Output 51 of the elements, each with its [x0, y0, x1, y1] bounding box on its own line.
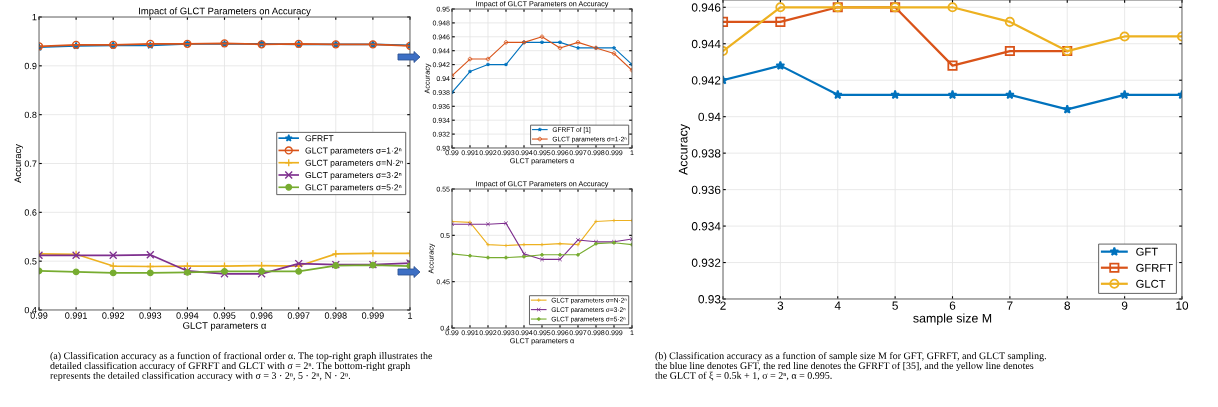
- x-tick-label: 10: [1176, 301, 1189, 310]
- x-tick-label: 0.994: [176, 312, 199, 319]
- y-tick-label: 0.944: [691, 39, 721, 49]
- x-tick-label: 0.993: [139, 312, 162, 319]
- y-tick-label: 0.934: [691, 222, 721, 231]
- x-tick-label: 3: [777, 301, 784, 310]
- y-tick-label: 0.9: [24, 62, 37, 70]
- x-tick-label: 2: [720, 301, 726, 310]
- legend-label: GLCT parameters σ=3·2ⁿ: [305, 172, 402, 180]
- x-tick-label: 0.995: [213, 312, 236, 319]
- x-tick-label: 8: [1064, 301, 1071, 310]
- y-tick-label: 0.946: [691, 3, 721, 12]
- legend-label: GLCT parameters σ=N·2ⁿ: [305, 159, 403, 168]
- y-tick-label: 0.932: [691, 258, 721, 267]
- y-tick-label: 0.94: [698, 112, 721, 122]
- x-tick-label: 9: [1121, 301, 1128, 310]
- x-tick-label: 0.999: [361, 312, 384, 319]
- legend-label: GLCT parameters σ=1·2ⁿ: [305, 147, 402, 156]
- y-tick-label: 0.7: [24, 160, 37, 167]
- y-tick-label: 0.93: [698, 295, 721, 304]
- legend-label: GFRFT: [305, 135, 334, 142]
- legend-label: GFRFT: [1136, 263, 1173, 272]
- y-tick-label: 0.6: [24, 209, 37, 216]
- x-axis-title: sample size M: [913, 313, 992, 326]
- legend-label: GFT: [1136, 247, 1158, 256]
- y-tick-label: 0.942: [691, 76, 721, 85]
- x-axis-title: GLCT parameters α: [183, 322, 267, 331]
- y-axis-title: Accuracy: [14, 144, 23, 183]
- y-tick-label: 0.8: [24, 111, 37, 119]
- legend-label: GLCT parameters σ=5·2ⁿ: [305, 184, 402, 193]
- x-tick-label: 0.997: [287, 312, 310, 319]
- y-tick-label: 1: [32, 14, 37, 21]
- x-tick-label: 7: [1007, 301, 1013, 310]
- y-tick-label: 0.5: [24, 258, 37, 265]
- y-tick-label: 0.936: [691, 185, 721, 194]
- chart-title: Impact of GLCT Parameters on Accuracy: [139, 7, 311, 17]
- x-tick-label: 0.99: [30, 312, 48, 319]
- x-tick-label: 1: [408, 312, 413, 319]
- x-tick-label: 0.991: [65, 312, 87, 319]
- x-tick-label: 0.998: [324, 312, 347, 319]
- x-tick-label: 6: [949, 301, 956, 310]
- y-axis-title: Accuracy: [678, 124, 690, 175]
- text: (b) Classification accuracy as a function of sample size M for GFT, GFRFT, and GLCT sampling. the blue line denotes GFT, the red line denotes the GFRFT of [35], and the yellow line denotes the GLCT of ξ = 0.5k + 1, σ = 2ⁿ, α = 0.995.: [655, 352, 1046, 381]
- x-tick-label: 4: [834, 301, 841, 310]
- legend-label: GLCT: [1136, 279, 1166, 288]
- y-tick-label: 0.4: [24, 306, 37, 314]
- text: (a) Classification accuracy as a function of fractional order α. The top-right graph illustrates the detailed classification accuracy of GFRFT and GLCT with σ = 2ⁿ. The bottom-right graph represents the detailed classification accuracy with σ = 3 · 2ⁿ, 5 · 2ⁿ, N · 2ⁿ.: [50, 352, 433, 381]
- y-tick-label: 0.938: [691, 149, 721, 158]
- x-tick-label: 0.996: [250, 312, 273, 319]
- x-tick-label: 0.992: [102, 312, 125, 319]
- x-tick-label: 5: [892, 301, 898, 310]
